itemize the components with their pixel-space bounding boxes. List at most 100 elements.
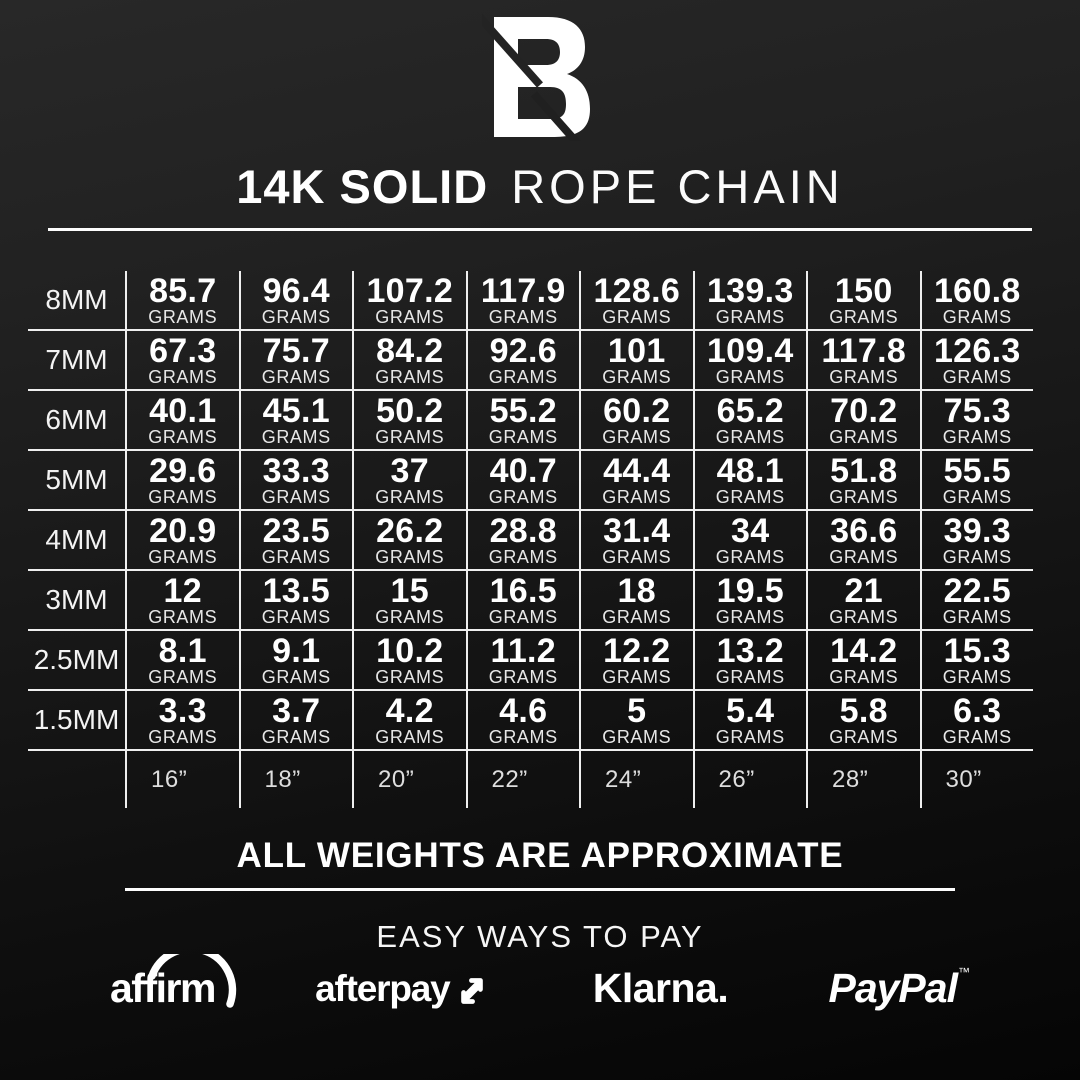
weight-value: 11.2 [490, 631, 556, 670]
weight-unit-label: GRAMS [942, 426, 1012, 447]
afterpay-arrows-icon [460, 978, 483, 1004]
weight-unit-label: GRAMS [829, 606, 899, 627]
length-row-spacer [28, 751, 125, 808]
weight-value: 75.3 [943, 391, 1011, 430]
weight-unit-label: GRAMS [942, 486, 1012, 507]
weight-cell: 75.3 GRAMS [919, 391, 1034, 449]
row-thickness-label: 2.5MM [33, 644, 120, 675]
row-thickness-label: 4MM [45, 524, 108, 555]
title-rest: ROPE CHAIN [511, 160, 844, 213]
weight-value: 40.7 [489, 451, 557, 490]
weight-unit-label: GRAMS [715, 666, 785, 687]
weight-unit-label: GRAMS [488, 546, 558, 567]
weight-unit-label: GRAMS [148, 306, 218, 327]
weight-value: 50.2 [376, 391, 444, 430]
weight-unit-label: GRAMS [715, 426, 785, 447]
weight-cell: 60.2 GRAMS [579, 391, 693, 449]
weight-value: 117.9 [480, 271, 566, 310]
weight-value: 14.2 [830, 631, 898, 670]
weight-value: 150 [834, 271, 893, 310]
weight-unit-label: GRAMS [261, 606, 331, 627]
length-label: 24” [579, 751, 693, 808]
weight-value: 75.7 [262, 331, 330, 370]
row-thickness-label: 5MM [45, 464, 108, 495]
weight-table-body: 8MM 85.7 GRAMS 96.4 GRAMS 107.2 GRAMS 117.9 GRAM… [28, 271, 1033, 751]
weight-value: 60.2 [603, 391, 671, 430]
weight-unit-label: GRAMS [715, 366, 785, 387]
weight-unit-label: GRAMS [602, 606, 672, 627]
weight-cell: 3.7 GRAMS [238, 691, 353, 749]
weight-unit-label: GRAMS [148, 486, 218, 507]
weight-value: 21 [844, 571, 883, 610]
weight-cell: 12 GRAMS [125, 571, 239, 629]
weight-value: 4.6 [499, 691, 548, 730]
weight-value: 101 [607, 331, 666, 370]
weight-cell: 70.2 GRAMS [806, 391, 920, 449]
weight-value: 33.3 [262, 451, 330, 490]
weight-cell: 85.7 GRAMS [125, 271, 239, 329]
weight-cell: 19.5 GRAMS [692, 571, 807, 629]
weight-value: 19.5 [716, 571, 784, 610]
weight-value: 16.5 [489, 571, 557, 610]
weight-cell: 65.2 GRAMS [692, 391, 807, 449]
weight-unit-label: GRAMS [261, 726, 331, 747]
page-title: 14K SOLID ROPE CHAIN [0, 163, 1080, 210]
weight-unit-label: GRAMS [488, 486, 558, 507]
payment-logo-affirm: affirm [110, 953, 237, 1009]
weight-unit-label: GRAMS [715, 306, 785, 327]
weight-unit-label: GRAMS [715, 546, 785, 567]
weight-value: 40.1 [149, 391, 217, 430]
length-label: 30” [919, 751, 1034, 808]
weight-cell: 11.2 GRAMS [465, 631, 580, 689]
weight-value: 44.4 [603, 451, 671, 490]
weight-unit-label: GRAMS [261, 486, 331, 507]
weight-cell: 150 GRAMS [806, 271, 920, 329]
weight-unit-label: GRAMS [602, 426, 672, 447]
weight-unit-label: GRAMS [829, 726, 899, 747]
weight-unit-label: GRAMS [488, 726, 558, 747]
weight-value: 117.8 [821, 331, 907, 370]
weight-unit-label: GRAMS [715, 606, 785, 627]
weight-unit-label: GRAMS [148, 606, 218, 627]
weight-unit-label: GRAMS [375, 726, 445, 747]
weight-cell: 5.8 GRAMS [806, 691, 920, 749]
length-label: 28” [806, 751, 920, 808]
weight-cell: 55.2 GRAMS [465, 391, 580, 449]
weight-value: 12.2 [603, 631, 671, 670]
weight-unit-label: GRAMS [488, 666, 558, 687]
weight-unit-label: GRAMS [261, 546, 331, 567]
payments-heading: EASY WAYS TO PAY [376, 919, 704, 954]
weight-value: 6.3 [953, 691, 1002, 730]
weight-value: 109.4 [706, 331, 794, 370]
weight-cell: 160.8 GRAMS [919, 271, 1034, 329]
weight-unit-label: GRAMS [602, 366, 672, 387]
weight-unit-label: GRAMS [602, 546, 672, 567]
weight-value: 51.8 [830, 451, 898, 490]
row-thickness-label: 6MM [45, 404, 108, 435]
weight-unit-label: GRAMS [488, 366, 558, 387]
weight-value: 36.6 [830, 511, 898, 550]
row-thickness-label: 3MM [45, 584, 108, 615]
weight-value: 23.5 [262, 511, 330, 550]
weight-cell: 45.1 GRAMS [238, 391, 353, 449]
weight-unit-label: GRAMS [375, 666, 445, 687]
weight-value: 107.2 [366, 271, 454, 310]
weight-value: 128.6 [593, 271, 681, 310]
afterpay-wordmark: afterpay [315, 967, 451, 1009]
weight-cell: 75.7 GRAMS [238, 331, 353, 389]
weight-cell: 5 GRAMS [579, 691, 693, 749]
weight-value: 65.2 [716, 391, 784, 430]
weight-value: 8.1 [158, 631, 207, 670]
weight-cell: 39.3 GRAMS [919, 511, 1034, 569]
row-thickness-label: 1.5MM [33, 704, 120, 735]
weight-unit-label: GRAMS [829, 366, 899, 387]
weight-unit-label: GRAMS [715, 726, 785, 747]
brand-logo [0, 13, 1080, 141]
weight-cell: 40.1 GRAMS [125, 391, 239, 449]
weight-unit-label: GRAMS [942, 606, 1012, 627]
weight-cell: 36.6 GRAMS [806, 511, 920, 569]
weight-value: 10.2 [376, 631, 444, 670]
weight-unit-label: GRAMS [375, 546, 445, 567]
weight-value: 15 [390, 571, 429, 610]
weight-unit-label: GRAMS [942, 666, 1012, 687]
